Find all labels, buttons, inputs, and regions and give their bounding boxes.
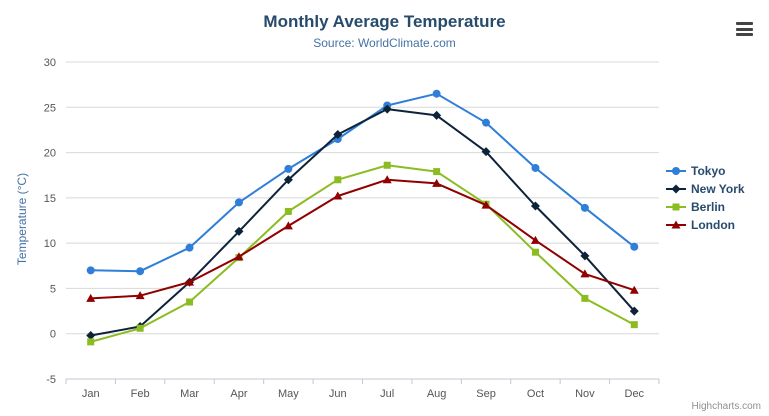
- data-point-marker: [433, 168, 441, 176]
- legend-item-tokyo[interactable]: Tokyo: [666, 162, 745, 180]
- circle-legend-marker-icon: [666, 167, 686, 175]
- data-point-marker: [283, 175, 293, 185]
- data-point-marker: [630, 242, 639, 251]
- x-tick-label: Aug: [427, 388, 447, 400]
- triangle-legend-marker-icon: [666, 220, 686, 229]
- data-point-marker: [581, 294, 589, 302]
- data-point-marker: [234, 226, 244, 236]
- series-new-york: [86, 104, 639, 341]
- legend-item-label: Tokyo: [691, 164, 726, 178]
- highcharts-credits-link[interactable]: Highcharts.com: [691, 401, 761, 412]
- data-point-marker: [481, 200, 491, 209]
- data-point-marker: [135, 291, 145, 300]
- data-point-marker: [382, 175, 392, 184]
- chart-title: Monthly Average Temperature: [263, 12, 506, 31]
- legend-item-label: Berlin: [691, 200, 726, 214]
- data-point-marker: [136, 324, 144, 332]
- legend-item-label: New York: [691, 182, 745, 196]
- x-tick-label: Mar: [180, 388, 199, 400]
- data-point-marker: [482, 118, 491, 127]
- data-point-marker: [234, 252, 244, 261]
- y-tick-label: 20: [44, 148, 56, 160]
- x-tick-label: Dec: [625, 388, 645, 400]
- y-tick-label: 0: [50, 329, 56, 341]
- diamond-legend-marker-icon: [666, 184, 686, 194]
- data-point-marker: [432, 110, 442, 120]
- x-tick-label: Nov: [575, 388, 595, 400]
- data-point-marker: [86, 293, 96, 302]
- data-point-marker: [629, 285, 639, 294]
- legend-item-new-york[interactable]: New York: [666, 180, 745, 198]
- data-point-marker: [432, 178, 442, 187]
- data-point-marker: [333, 129, 343, 139]
- x-tick-label: May: [278, 388, 299, 400]
- y-tick-label: 25: [44, 102, 56, 114]
- data-point-marker: [334, 176, 342, 184]
- data-point-marker: [136, 267, 145, 276]
- data-point-marker: [284, 164, 293, 173]
- data-point-marker: [432, 89, 441, 98]
- data-point-marker: [382, 104, 392, 114]
- data-point-marker: [629, 306, 639, 316]
- y-tick-label: 30: [44, 57, 56, 69]
- data-point-marker: [185, 243, 194, 252]
- series-london: [86, 175, 639, 302]
- x-tick-label: Jun: [329, 388, 347, 400]
- data-point-marker: [481, 147, 491, 157]
- data-point-marker: [531, 248, 539, 256]
- x-tick-label: Sep: [476, 388, 496, 400]
- export-menu-button[interactable]: [736, 22, 753, 36]
- x-tick-label: Feb: [131, 388, 150, 400]
- data-point-marker: [383, 161, 391, 169]
- hamburger-icon: [736, 22, 753, 25]
- data-point-marker: [186, 298, 194, 306]
- legend: Tokyo New York Berlin London: [666, 162, 745, 234]
- series-tokyo: [86, 89, 639, 276]
- legend-item-london[interactable]: London: [666, 216, 745, 234]
- x-tick-label: Jul: [380, 388, 394, 400]
- y-tick-label: 15: [44, 193, 56, 205]
- data-point-marker: [185, 277, 195, 286]
- data-point-marker: [234, 198, 243, 207]
- data-point-marker: [530, 201, 540, 211]
- data-point-marker: [86, 266, 95, 275]
- legend-item-label: London: [691, 218, 735, 232]
- data-point-marker: [87, 338, 95, 346]
- data-point-marker: [284, 207, 292, 215]
- square-legend-marker-icon: [666, 203, 686, 211]
- data-point-marker: [580, 251, 590, 261]
- y-tick-label: 10: [44, 238, 56, 250]
- x-tick-label: Jan: [82, 388, 100, 400]
- data-point-marker: [283, 221, 293, 230]
- data-point-marker: [530, 235, 540, 244]
- x-tick-label: Oct: [527, 388, 544, 400]
- x-tick-label: Apr: [230, 388, 247, 400]
- data-point-marker: [580, 269, 590, 278]
- y-tick-label: 5: [50, 283, 56, 295]
- y-tick-label: -5: [46, 374, 56, 386]
- legend-item-berlin[interactable]: Berlin: [666, 198, 745, 216]
- data-point-marker: [86, 331, 96, 341]
- data-point-marker: [630, 321, 638, 329]
- data-point-marker: [333, 191, 343, 200]
- data-point-marker: [580, 203, 589, 212]
- data-point-marker: [531, 163, 540, 172]
- chart-subtitle: Source: WorldClimate.com: [313, 36, 456, 50]
